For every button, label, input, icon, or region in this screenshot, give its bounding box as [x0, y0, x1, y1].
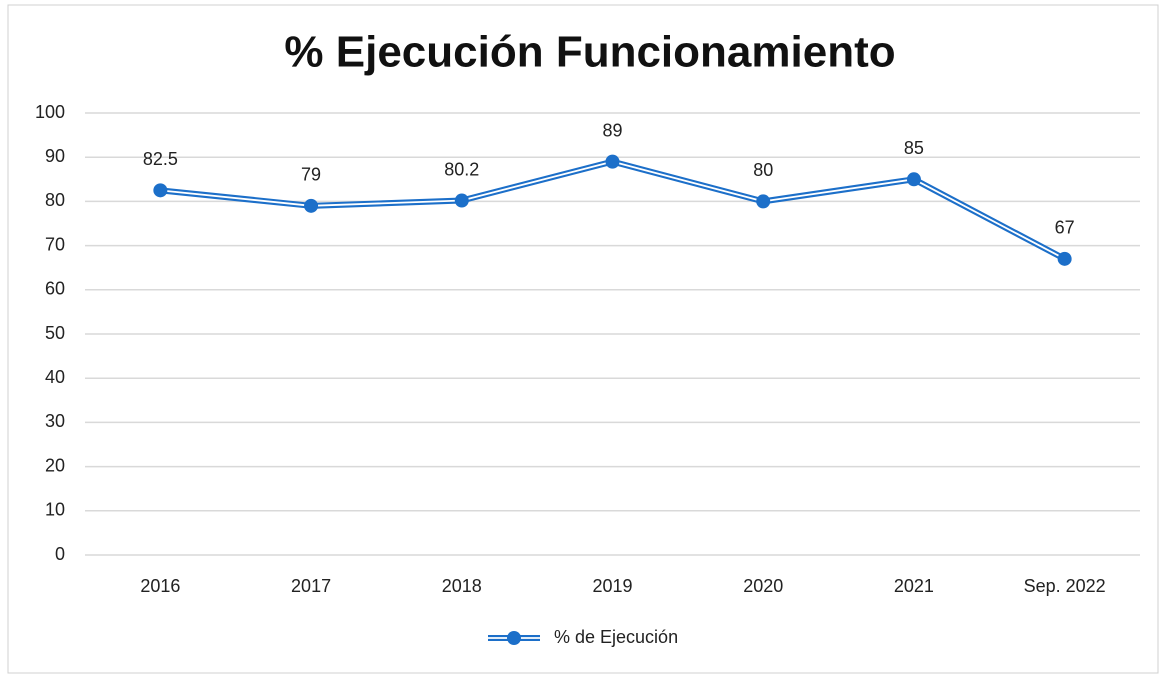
- chart-title: % Ejecución Funcionamiento: [284, 28, 895, 77]
- data-label: 80.2: [444, 159, 479, 179]
- y-tick-label: 40: [45, 367, 65, 387]
- data-point: [153, 183, 168, 198]
- y-tick-label: 60: [45, 279, 65, 299]
- y-tick-label: 70: [45, 234, 65, 254]
- data-point: [605, 154, 620, 169]
- data-label: 82.5: [143, 149, 178, 169]
- legend-label: % de Ejecución: [554, 627, 678, 647]
- x-tick-label: 2019: [592, 576, 632, 596]
- data-label: 79: [301, 165, 321, 185]
- data-point: [756, 194, 771, 209]
- y-tick-label: 20: [45, 455, 65, 475]
- x-tick-label: 2017: [291, 576, 331, 596]
- x-tick-label: 2021: [894, 576, 934, 596]
- data-point: [906, 172, 921, 187]
- legend-marker: [507, 631, 521, 645]
- data-label: 85: [904, 138, 924, 158]
- y-tick-label: 100: [35, 102, 65, 122]
- data-point: [304, 198, 319, 213]
- y-tick-label: 50: [45, 323, 65, 343]
- data-label: 80: [753, 160, 773, 180]
- y-tick-label: 90: [45, 146, 65, 166]
- chart-border: [7, 4, 1159, 674]
- x-tick-label: Sep. 2022: [1024, 576, 1106, 596]
- y-tick-label: 0: [55, 544, 65, 564]
- x-tick-label: 2020: [743, 576, 783, 596]
- y-tick-label: 10: [45, 500, 65, 520]
- x-tick-label: 2016: [140, 576, 180, 596]
- data-point: [1057, 251, 1072, 266]
- data-label: 67: [1055, 218, 1075, 238]
- data-point: [454, 193, 469, 208]
- x-tick-label: 2018: [442, 576, 482, 596]
- y-tick-label: 30: [45, 411, 65, 431]
- y-tick-label: 80: [45, 190, 65, 210]
- data-label: 89: [602, 120, 622, 140]
